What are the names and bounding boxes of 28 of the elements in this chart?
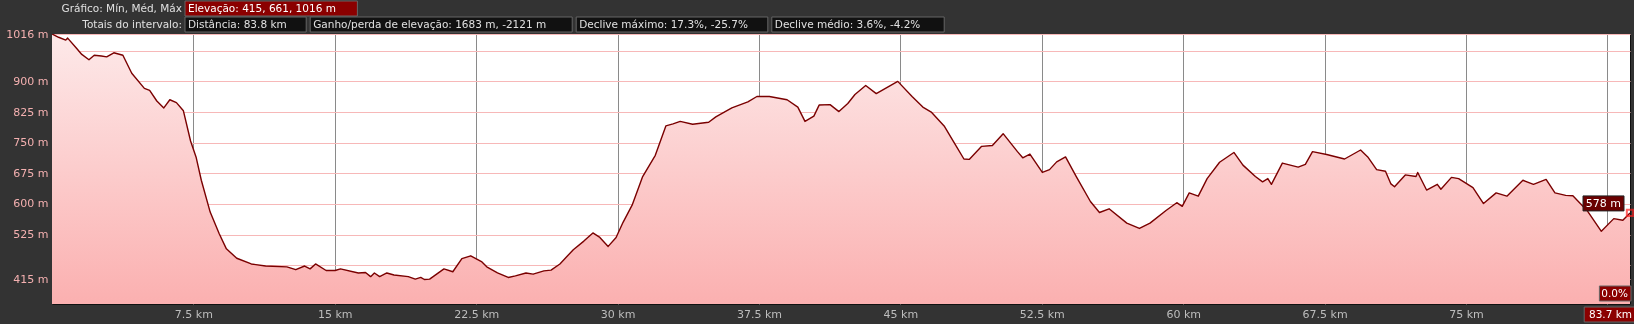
text: 83.7 km bbox=[1588, 308, 1632, 320]
x-tick-label: 75 km bbox=[1449, 307, 1484, 321]
text: Elevação: 415, 661, 1016 m bbox=[188, 2, 336, 14]
y-tick-label: 900 m bbox=[13, 74, 49, 88]
x-tick-label: 60 km bbox=[1166, 307, 1201, 321]
y-tick-label: 525 m bbox=[13, 228, 49, 242]
y-tick-label: 600 m bbox=[13, 197, 49, 211]
x-tick-label: 37.5 km bbox=[736, 307, 783, 321]
text: Declive máximo: 17.3%, -25.7% bbox=[579, 18, 748, 30]
y-tick-label: 675 m bbox=[13, 166, 49, 180]
y-tick-label: 750 m bbox=[13, 136, 49, 150]
x-tick-label: 52.5 km bbox=[1019, 307, 1065, 321]
text: Ganho/perda de elevação: 1683 m, -2121 m bbox=[313, 18, 547, 30]
text: Totais do intervalo: bbox=[81, 18, 182, 30]
annotation: 578 m bbox=[1585, 196, 1621, 210]
x-tick-label: 15 km bbox=[318, 307, 353, 321]
y-tick-label: 825 m bbox=[13, 105, 49, 119]
text: Gráfico: Mín, Méd, Máx bbox=[61, 2, 182, 14]
annotation: 0.0% bbox=[1601, 287, 1629, 299]
text: Declive médio: 3.6%, -4.2% bbox=[774, 18, 921, 30]
y-tick-label: 1016 m bbox=[6, 27, 49, 41]
x-tick-label: 22.5 km bbox=[454, 307, 500, 321]
y-tick-label: 415 m bbox=[13, 272, 49, 286]
x-tick-label: 45 km bbox=[883, 307, 919, 321]
x-tick-label: 7.5 km bbox=[174, 307, 213, 321]
x-tick-label: 67.5 km bbox=[1302, 307, 1348, 321]
x-tick-label: 30 km bbox=[600, 307, 636, 321]
text: Distância: 83.8 km bbox=[188, 18, 287, 30]
